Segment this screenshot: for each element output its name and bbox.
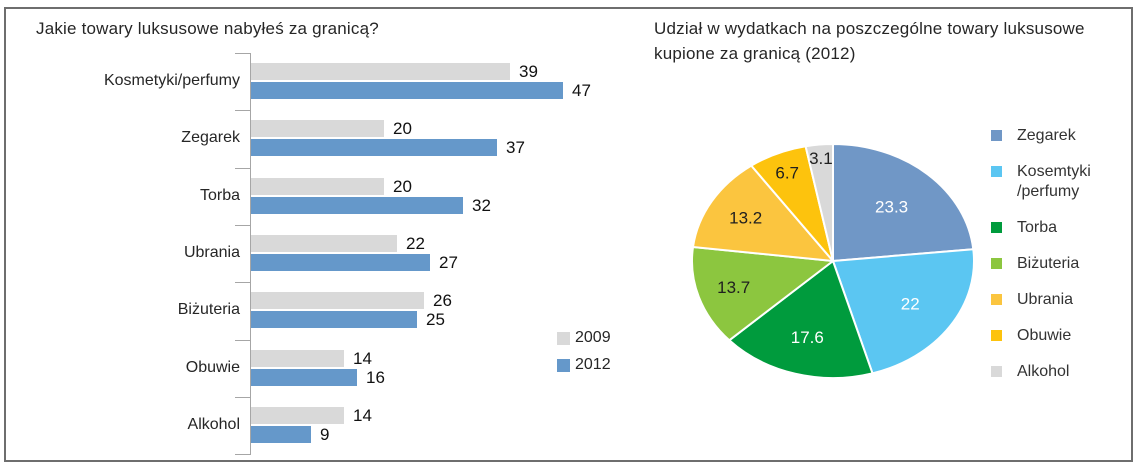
axis-tick (235, 168, 250, 169)
pie-slice-ubrania (692, 164, 834, 262)
category-label: Obuwie (185, 359, 240, 376)
pie-slice-kosemtyki-perfumy (832, 248, 975, 375)
bar-2012-zegarek (251, 139, 497, 156)
pie-chart-title: Udział w wydatkach na poszczególne towar… (654, 19, 1085, 63)
legend-label: Torba (1017, 219, 1058, 236)
bar-2012-torba (251, 197, 463, 214)
bar-value-label: 22 (406, 234, 425, 253)
bar-legend-item-2009: 2009 (557, 329, 611, 347)
pie-slice-zegarek (832, 143, 975, 262)
pie-slice-bi-uteria (691, 246, 834, 342)
axis-tick (235, 454, 250, 455)
pie-value-label: 6.7 (775, 163, 799, 182)
bar-chart-title: Jakie towary luksusowe nabyłeś za granic… (36, 19, 379, 38)
axis-tick (235, 110, 250, 111)
bar-value-label: 16 (366, 368, 385, 387)
legend-swatch (991, 222, 1002, 233)
bar-value-label: 47 (572, 81, 591, 100)
bar-2012-kosmetyki-perfumy (251, 82, 563, 99)
bar-2009-zegarek (251, 120, 384, 137)
pie-legend-item-kosemtyki-perfumy: Kosemtyki /perfumy (991, 162, 1117, 202)
bar-2012-bi-uteria (251, 311, 417, 328)
bar-value-label: 26 (433, 291, 452, 310)
legend-swatch (557, 358, 570, 372)
bar-legend-item-2012: 2012 (557, 356, 611, 374)
legend-label: Obuwie (1017, 327, 1072, 344)
bar-value-label: 14 (353, 406, 372, 425)
category-label: Ubrania (183, 244, 240, 261)
axis-tick (235, 340, 250, 341)
bar-2012-obuwie (251, 369, 357, 386)
category-label: Torba (199, 187, 240, 204)
legend-swatch (991, 366, 1002, 377)
axis-tick (235, 53, 250, 54)
bar-2009-bi-uteria (251, 292, 424, 309)
bar-value-label: 20 (393, 119, 412, 138)
pie-legend-item-zegarek: Zegarek (991, 126, 1117, 146)
bar-value-label: 32 (472, 196, 491, 215)
bar-value-label: 9 (320, 425, 330, 444)
bar-value-label: 14 (353, 349, 372, 368)
bar-2009-torba (251, 178, 384, 195)
bar-2009-alkohol (251, 407, 344, 424)
axis-tick (235, 282, 250, 283)
legend-label: 2009 (575, 329, 611, 346)
legend-swatch (991, 130, 1002, 141)
pie-value-label: 23.3 (875, 198, 908, 217)
pie-legend-item-obuwie: Obuwie (991, 326, 1117, 346)
pie-slice-torba (728, 260, 874, 380)
bar-value-label: 37 (506, 138, 525, 157)
bar-value-label: 20 (393, 177, 412, 196)
legend-label: Alkohol (1017, 363, 1070, 380)
bar-value-label: 27 (439, 253, 458, 272)
category-label: Kosmetyki/perfumy (103, 72, 240, 89)
legend-label: Biżuteria (1017, 255, 1080, 272)
pie-legend-item-bi-uteria: Biżuteria (991, 254, 1117, 274)
category-label: Biżuteria (177, 301, 240, 318)
pie-value-label: 13.7 (717, 278, 750, 297)
pie-legend-item-alkohol: Alkohol (991, 362, 1117, 382)
bar-chart-legend: 2009 2012 (557, 329, 611, 374)
bar-2009-ubrania (251, 235, 397, 252)
axis-tick (235, 225, 250, 226)
legend-label: 2012 (575, 356, 611, 373)
bar-2009-obuwie (251, 350, 344, 367)
bar-2009-kosmetyki-perfumy (251, 63, 510, 80)
legend-swatch (991, 166, 1002, 177)
category-label: Zegarek (181, 129, 240, 146)
pie-legend-item-ubrania: Ubrania (991, 290, 1117, 310)
axis-tick (235, 397, 250, 398)
pie-value-label: 13.2 (729, 209, 762, 228)
pie-chart-legend: Zegarek Kosemtyki /perfumy Torba Biżuteria U… (991, 126, 1117, 382)
legend-swatch (991, 258, 1002, 269)
y-axis-line (250, 53, 251, 456)
legend-label: Kosemtyki /perfumy (1017, 163, 1091, 200)
bar-2012-ubrania (251, 254, 430, 271)
category-label: Alkohol (187, 416, 240, 433)
bar-value-label: 39 (519, 62, 538, 81)
legend-label: Zegarek (1017, 127, 1076, 144)
pie-value-label: 22 (901, 295, 920, 314)
pie-legend-item-torba: Torba (991, 218, 1117, 238)
legend-swatch (557, 331, 570, 345)
bar-2012-alkohol (251, 426, 311, 443)
pie-value-label: 3.1 (809, 149, 833, 168)
legend-swatch (991, 330, 1002, 341)
legend-swatch (991, 294, 1002, 305)
pie-chart-plot: 23.3 22 17.6 13.7 13.2 6.7 3.1 (691, 143, 975, 380)
pie-slice-alkohol (804, 143, 834, 262)
bar-value-label: 25 (426, 310, 445, 329)
legend-label: Ubrania (1017, 291, 1074, 308)
pie-value-label: 17.6 (791, 328, 824, 347)
